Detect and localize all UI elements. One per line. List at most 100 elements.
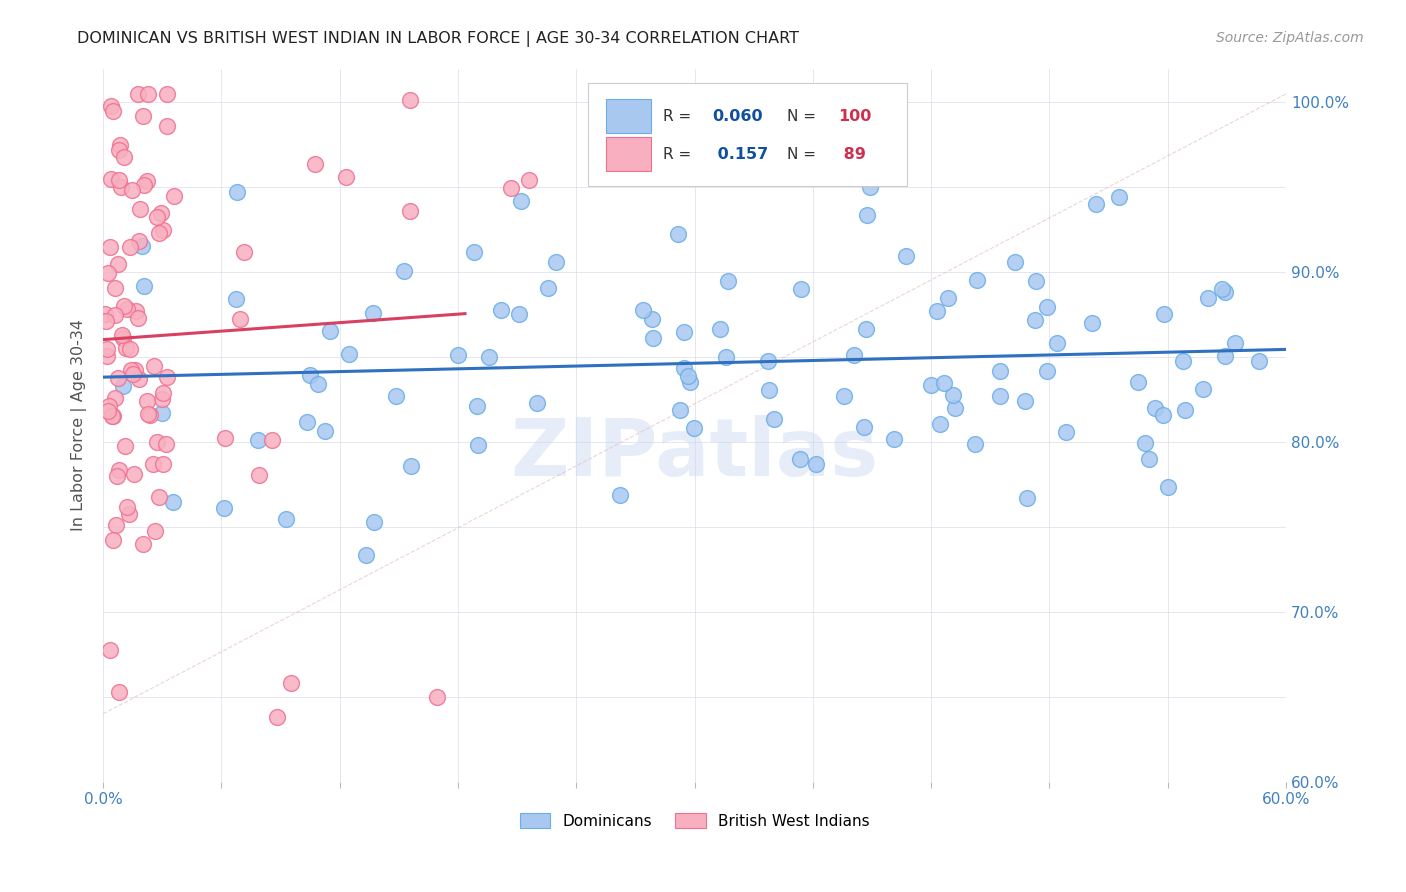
Point <box>1152 408 1174 422</box>
Point <box>1157 480 1180 494</box>
Point <box>709 322 731 336</box>
Text: N =: N = <box>787 146 821 161</box>
Point <box>467 438 489 452</box>
Point <box>337 346 360 360</box>
Point <box>463 245 485 260</box>
Bar <box>606 137 651 171</box>
Point <box>148 226 170 240</box>
Point <box>855 321 877 335</box>
Point <box>111 327 134 342</box>
Point <box>1025 275 1047 289</box>
Point <box>115 341 138 355</box>
Point <box>1036 300 1059 314</box>
Point <box>108 463 131 477</box>
Point <box>266 710 288 724</box>
Point <box>124 363 146 377</box>
Point <box>114 439 136 453</box>
Point <box>233 245 256 260</box>
Point <box>666 227 689 241</box>
Point <box>118 240 141 254</box>
Point <box>1004 254 1026 268</box>
Text: 100: 100 <box>838 109 872 124</box>
Point <box>1192 382 1215 396</box>
Point <box>114 300 136 314</box>
Point <box>98 240 121 254</box>
Point <box>683 421 706 435</box>
Point <box>96 350 118 364</box>
Text: 0.157: 0.157 <box>713 146 769 161</box>
Point <box>1024 313 1046 327</box>
Point <box>139 408 162 422</box>
Point <box>146 211 169 225</box>
Point <box>307 376 329 391</box>
Point <box>1174 402 1197 417</box>
Point <box>108 143 131 157</box>
Point <box>1126 375 1149 389</box>
Point <box>104 280 127 294</box>
Point <box>1249 353 1271 368</box>
Point <box>108 685 131 699</box>
Point <box>318 324 340 338</box>
Point <box>108 173 131 187</box>
Point <box>132 537 155 551</box>
Point <box>883 432 905 446</box>
Point <box>148 490 170 504</box>
Point <box>128 235 150 249</box>
Point <box>225 292 247 306</box>
Text: 0.060: 0.060 <box>713 109 763 124</box>
Point <box>673 361 696 376</box>
FancyBboxPatch shape <box>588 83 907 186</box>
Point <box>1014 393 1036 408</box>
Point <box>143 359 166 373</box>
Point <box>262 433 284 447</box>
Point <box>108 137 131 152</box>
Point <box>276 512 298 526</box>
Point <box>966 273 988 287</box>
Point <box>832 389 855 403</box>
Point <box>225 185 247 199</box>
Point <box>104 391 127 405</box>
Point <box>673 325 696 339</box>
Text: DOMINICAN VS BRITISH WEST INDIAN IN LABOR FORCE | AGE 30-34 CORRELATION CHART: DOMINICAN VS BRITISH WEST INDIAN IN LABO… <box>77 31 800 47</box>
Point <box>354 548 377 562</box>
Point <box>304 156 326 170</box>
Point <box>143 524 166 538</box>
Point <box>363 515 385 529</box>
Point <box>101 103 124 118</box>
Point <box>146 434 169 449</box>
Point <box>100 172 122 186</box>
Point <box>121 184 143 198</box>
Point <box>299 368 322 383</box>
Text: Source: ZipAtlas.com: Source: ZipAtlas.com <box>1216 31 1364 45</box>
Point <box>894 249 917 263</box>
Point <box>94 314 117 328</box>
Point <box>156 87 179 101</box>
Point <box>107 371 129 385</box>
Point <box>156 370 179 384</box>
Point <box>1054 425 1077 439</box>
Y-axis label: In Labor Force | Age 30-34: In Labor Force | Age 30-34 <box>72 319 87 531</box>
Bar <box>606 99 651 134</box>
Point <box>361 306 384 320</box>
Point <box>1225 336 1247 351</box>
Point <box>509 194 531 208</box>
Point <box>132 278 155 293</box>
Point <box>111 379 134 393</box>
Point <box>131 239 153 253</box>
Point <box>125 304 148 318</box>
Text: 89: 89 <box>838 146 866 161</box>
Point <box>714 351 737 365</box>
Point <box>136 394 159 409</box>
Point <box>641 331 664 345</box>
Point <box>247 434 270 448</box>
Text: R =: R = <box>662 109 696 124</box>
Point <box>97 266 120 280</box>
Point <box>1046 336 1069 351</box>
Point <box>97 404 120 418</box>
Point <box>1213 285 1236 299</box>
Point <box>150 406 173 420</box>
Point <box>920 378 942 392</box>
Point <box>110 180 132 194</box>
Point <box>94 307 117 321</box>
Point <box>97 400 120 414</box>
